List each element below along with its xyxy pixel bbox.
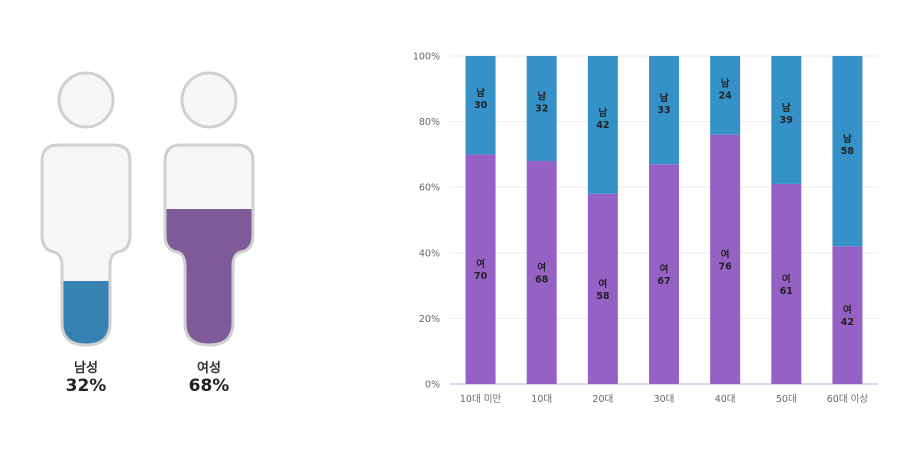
segment-value-label: 58 xyxy=(596,291,610,302)
x-tick-label: 20대 xyxy=(592,394,613,405)
segment-value-label: 68 xyxy=(535,274,549,285)
segment-series-label: 남 xyxy=(843,133,852,145)
bar-segment xyxy=(710,134,741,384)
gender-ratio-panel: 남성 32% 여성 68% xyxy=(0,0,330,450)
segment-series-label: 남 xyxy=(598,107,607,119)
gender-figures xyxy=(40,71,255,347)
male-fill-level xyxy=(42,281,130,345)
bar-segment xyxy=(465,56,496,155)
female-body-outline xyxy=(163,143,255,347)
y-tick-label: 80% xyxy=(419,117,440,128)
x-tick-label: 60대 이상 xyxy=(827,394,869,405)
male-percent: 32% xyxy=(65,376,107,396)
x-tick-label: 40대 xyxy=(715,394,736,405)
segment-series-label: 여 xyxy=(660,263,669,275)
bar-segment xyxy=(832,56,863,247)
x-tick-label: 10대 미만 xyxy=(460,394,502,405)
bar-segment xyxy=(832,246,863,384)
segment-value-label: 39 xyxy=(780,115,793,126)
female-fill-level xyxy=(165,209,253,345)
segment-series-label: 남 xyxy=(782,102,791,114)
x-tick-label: 50대 xyxy=(776,394,797,405)
male-figure xyxy=(40,71,132,347)
segment-value-label: 61 xyxy=(780,286,793,297)
segment-series-label: 남 xyxy=(660,92,669,104)
bar-segment xyxy=(710,56,741,135)
male-head-icon xyxy=(57,71,115,129)
y-tick-label: 100% xyxy=(413,52,440,63)
segment-series-label: 여 xyxy=(598,278,607,290)
x-tick-label: 10대 xyxy=(531,394,552,405)
bar-segment xyxy=(587,193,618,384)
bar-segment xyxy=(465,154,496,384)
female-label: 여성 xyxy=(197,361,221,376)
female-head-icon xyxy=(180,71,238,129)
segment-value-label: 42 xyxy=(596,120,609,131)
segment-value-label: 32 xyxy=(535,103,548,114)
bar-segment xyxy=(771,56,802,184)
segment-value-label: 30 xyxy=(474,100,488,111)
segment-series-label: 여 xyxy=(537,261,546,273)
y-tick-label: 20% xyxy=(419,314,440,325)
segment-series-label: 남 xyxy=(537,90,546,102)
bar-segment xyxy=(526,160,557,384)
segment-series-label: 여 xyxy=(476,258,485,270)
segment-value-label: 24 xyxy=(719,90,733,101)
segment-value-label: 67 xyxy=(657,276,670,287)
female-percent: 68% xyxy=(188,376,230,396)
bar-segment xyxy=(526,56,557,161)
segment-series-label: 남 xyxy=(476,87,485,99)
segment-value-label: 33 xyxy=(657,105,670,116)
y-tick-label: 60% xyxy=(419,183,440,194)
female-figure xyxy=(163,71,255,347)
x-tick-label: 30대 xyxy=(654,394,675,405)
segment-series-label: 여 xyxy=(782,273,791,285)
segment-value-label: 76 xyxy=(719,261,733,272)
segment-value-label: 70 xyxy=(474,271,488,282)
segment-series-label: 여 xyxy=(843,304,852,316)
y-tick-label: 0% xyxy=(425,380,440,391)
segment-series-label: 여 xyxy=(721,248,730,260)
male-label: 남성 xyxy=(74,361,98,376)
bar-segment xyxy=(587,56,618,194)
segment-value-label: 58 xyxy=(841,146,855,157)
bar-segment xyxy=(649,56,679,165)
bar-segment xyxy=(771,183,802,384)
segment-value-label: 42 xyxy=(841,317,854,328)
y-tick-label: 40% xyxy=(419,248,440,259)
bar-segment xyxy=(649,164,679,384)
male-body-outline xyxy=(40,143,132,347)
segment-series-label: 남 xyxy=(721,77,730,89)
